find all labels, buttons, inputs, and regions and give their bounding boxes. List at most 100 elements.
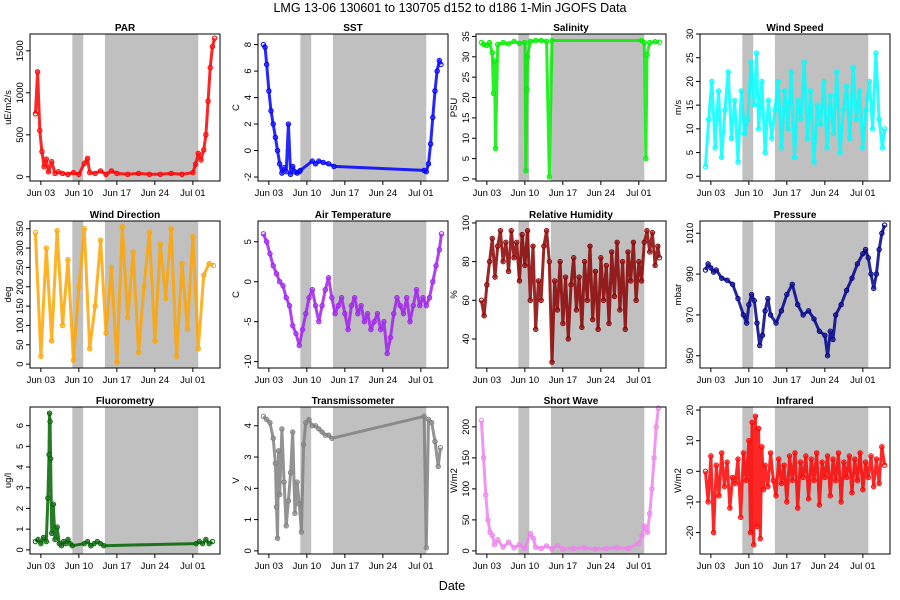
data-point (32, 111, 39, 117)
shaded-interval (518, 34, 530, 181)
data-point (543, 227, 550, 234)
x-tick-label: Jun 24 (141, 375, 170, 386)
y-tick-label: 80 (461, 256, 472, 267)
data-point (146, 171, 153, 177)
y-tick-label: 0 (15, 547, 26, 552)
data-point (705, 261, 711, 267)
data-point (751, 297, 757, 304)
data-point (710, 529, 717, 536)
data-point (209, 538, 216, 545)
data-point (788, 69, 794, 75)
data-point (163, 295, 169, 302)
y-tick-label: 0 (461, 548, 472, 553)
y-tick-label: -2 (243, 173, 254, 181)
y-tick-label: 200 (461, 419, 472, 435)
data-point (713, 267, 719, 273)
data-point (795, 97, 801, 104)
data-point (312, 423, 319, 429)
data-point (781, 462, 787, 468)
data-point (505, 41, 512, 47)
data-point (287, 469, 294, 476)
x-tick-label: Jun 24 (369, 188, 398, 199)
data-point (728, 135, 735, 142)
data-point (65, 536, 71, 543)
data-point (595, 326, 601, 333)
data-point (795, 302, 801, 308)
data-point (195, 150, 201, 156)
series-trace (479, 408, 660, 551)
data-point (568, 282, 574, 288)
chart-title: Infrared (776, 396, 813, 407)
y-axis-label: W/m2 (673, 468, 684, 493)
data-point (754, 320, 760, 326)
y-tick-label: 300 (15, 240, 26, 256)
data-point (203, 132, 209, 138)
y-tick-label: 2 (243, 121, 254, 126)
data-point (268, 108, 274, 114)
x-tick-label: Jun 17 (103, 561, 132, 572)
x-tick-label: Jul 01 (850, 375, 875, 386)
data-point (801, 59, 807, 66)
data-point (724, 459, 730, 465)
data-point (294, 479, 300, 485)
data-point (179, 260, 185, 267)
data-point (770, 477, 776, 484)
data-point (281, 165, 287, 171)
chart-title: Wind Speed (766, 23, 823, 34)
x-tick-label: Jun 17 (549, 188, 578, 199)
data-point (833, 312, 839, 318)
data-point (824, 453, 831, 459)
shaded-interval (742, 221, 754, 368)
data-point (192, 161, 199, 167)
shaded-interval (518, 221, 530, 368)
data-point (715, 88, 722, 94)
data-point (759, 332, 766, 339)
plot-frame (475, 406, 667, 555)
data-point (203, 536, 209, 543)
data-point (881, 462, 888, 468)
series-trace (479, 229, 661, 364)
data-point (168, 170, 174, 177)
data-point (598, 255, 604, 261)
data-point (426, 294, 433, 301)
data-point (808, 88, 814, 94)
x-tick-label: Jul 01 (626, 561, 651, 572)
data-point (838, 499, 844, 505)
y-tick-label: 0 (15, 174, 26, 179)
chart-panel-salinity: Salinity 0 5 10 15 20 25 30 35 PSU Jun 03 Jun 10 Jun… (449, 23, 667, 199)
data-point (819, 459, 825, 465)
data-point (805, 496, 812, 502)
y-axis-label: PSU (449, 98, 460, 118)
data-point (407, 318, 413, 325)
data-point (868, 453, 874, 459)
data-point (792, 450, 798, 456)
data-point (300, 441, 307, 448)
data-point (345, 326, 351, 333)
data-point (519, 231, 525, 238)
data-point (43, 245, 49, 251)
y-tick-label: 0 (461, 176, 472, 181)
data-point (533, 326, 539, 333)
data-point (368, 326, 374, 333)
x-tick-label: Jun 17 (103, 188, 132, 199)
data-point (130, 249, 136, 255)
data-point (709, 78, 715, 85)
data-point (738, 514, 744, 520)
y-tick-label: 40 (461, 334, 472, 345)
data-point (538, 37, 544, 44)
chart-title: Air Temperature (315, 210, 392, 221)
data-point (400, 310, 407, 317)
data-point (746, 302, 752, 308)
data-point (524, 227, 531, 234)
data-point (579, 324, 585, 331)
data-point (614, 239, 620, 245)
data-point (816, 502, 823, 508)
data-point (740, 450, 747, 456)
data-point (306, 294, 312, 301)
data-point (592, 546, 599, 552)
data-point (260, 413, 267, 420)
y-tick-label: -5 (243, 317, 254, 325)
data-point (70, 169, 77, 176)
data-point (292, 510, 298, 517)
